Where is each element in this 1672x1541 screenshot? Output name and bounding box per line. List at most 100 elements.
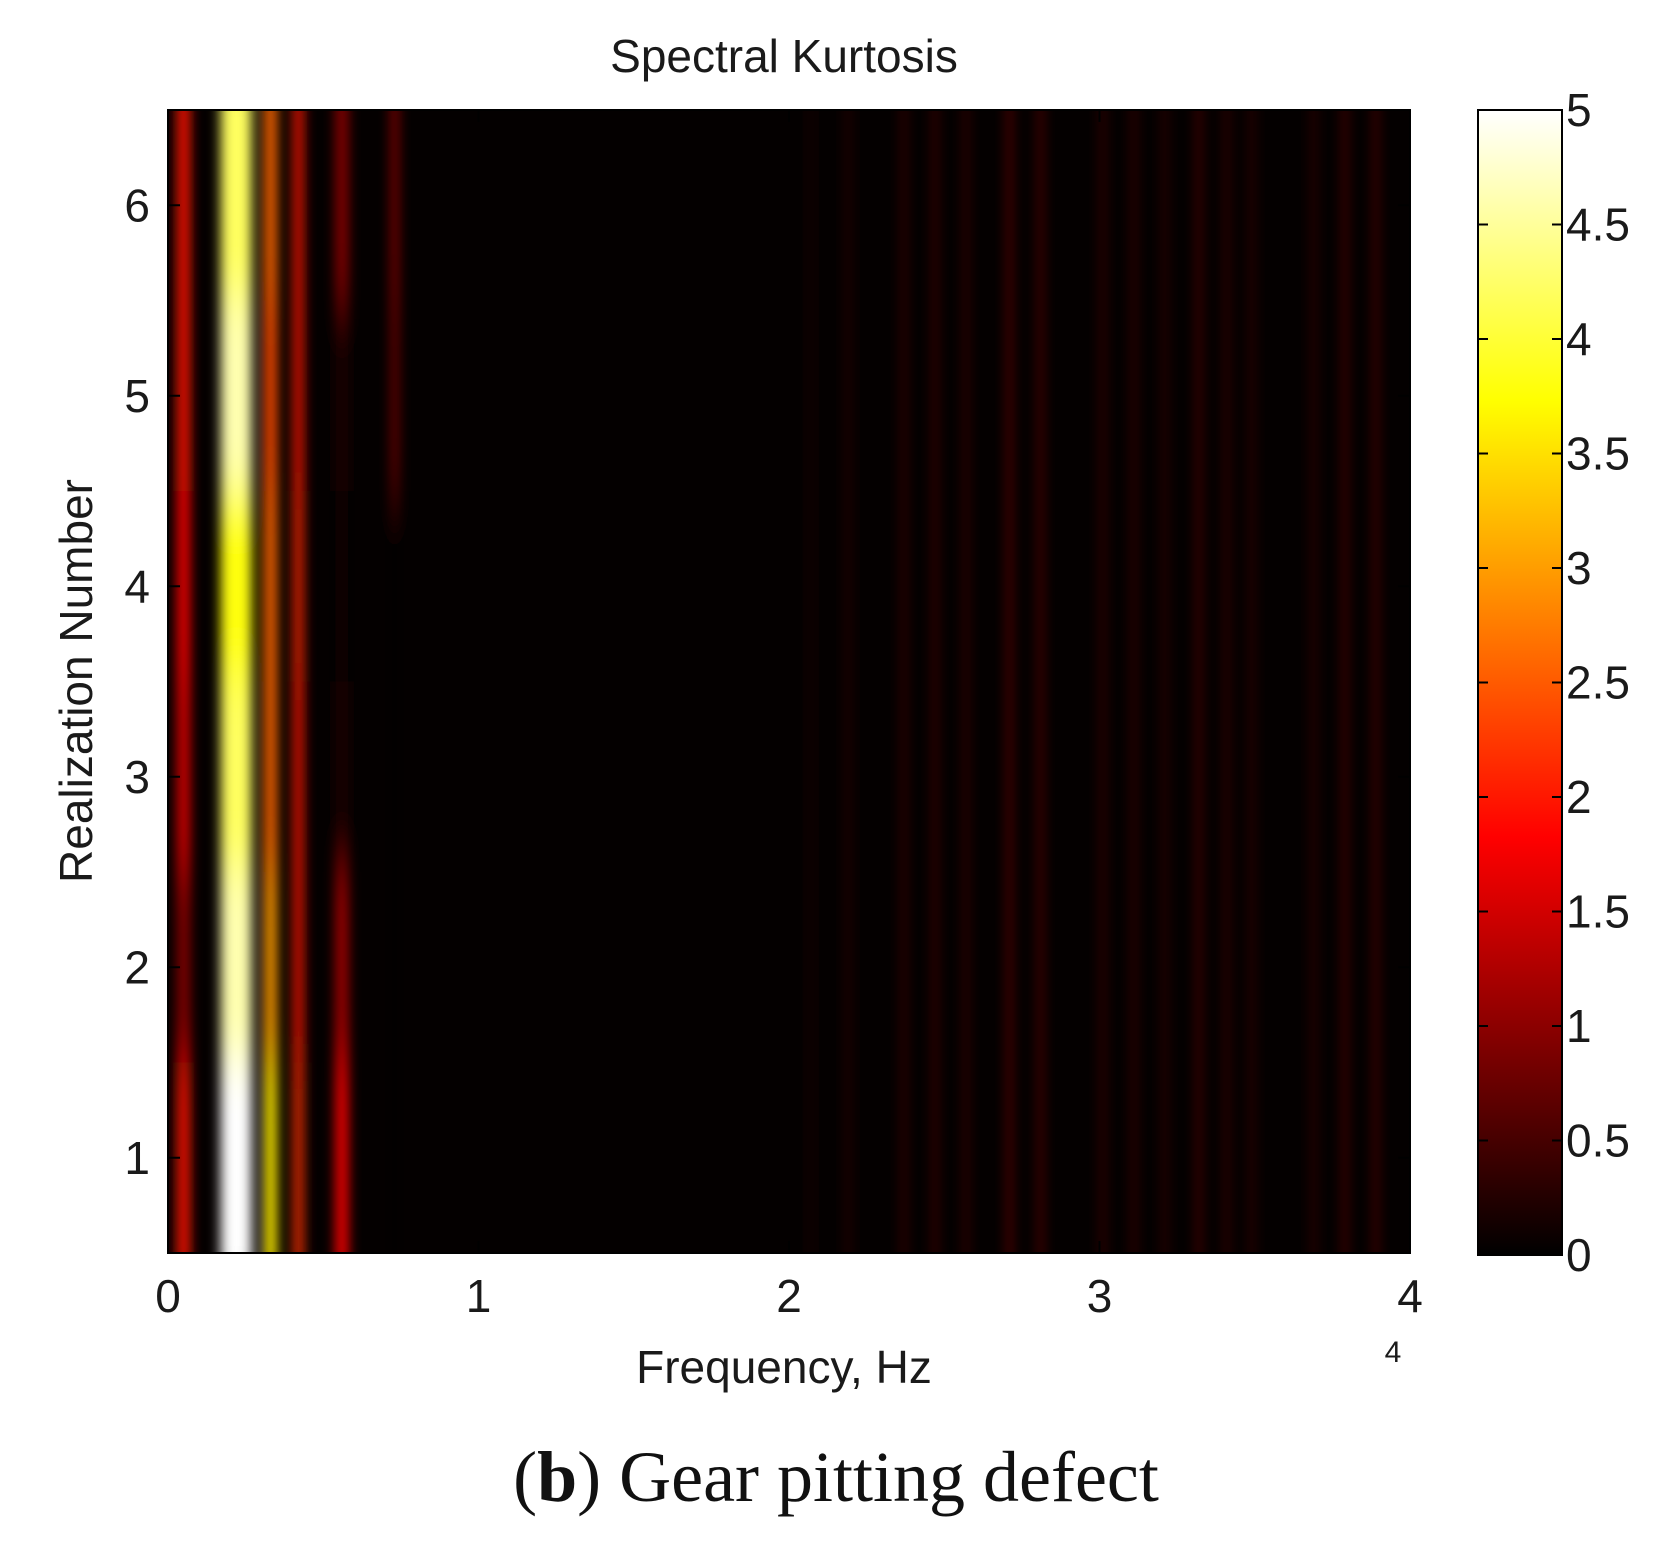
heatmap-cell — [1342, 872, 1347, 1063]
heatmap-cell — [1373, 491, 1378, 682]
y-tick-label: 5 — [124, 370, 150, 422]
heatmap-cell — [1007, 491, 1012, 682]
heatmap-cell — [1250, 872, 1254, 1063]
heatmap-stripe — [177, 110, 190, 1253]
heatmap-cell — [1196, 872, 1201, 1063]
heatmap-cell — [964, 491, 968, 682]
heatmap-stripe — [1250, 110, 1254, 1253]
heatmap-cell — [809, 1062, 813, 1253]
heatmap-cell — [1101, 681, 1105, 872]
heatmap-cell — [391, 300, 398, 491]
heatmap-cell — [809, 300, 813, 491]
heatmap-cell — [220, 1062, 252, 1253]
colorbar-tick-label: 3 — [1566, 542, 1592, 594]
heatmap-cell — [177, 491, 190, 682]
heatmap-cell — [1312, 681, 1316, 872]
heatmap-cell — [902, 872, 906, 1063]
heatmap-cell — [1007, 872, 1012, 1063]
heatmap-cell — [220, 681, 252, 872]
heatmap-cell — [264, 872, 277, 1063]
heatmap-cell — [293, 1062, 304, 1253]
heatmap-cell — [933, 110, 937, 301]
colorbar-tick-label: 5 — [1566, 84, 1592, 136]
caption-text: Gear pitting defect — [619, 1437, 1159, 1517]
heatmap-cell — [1250, 1062, 1254, 1253]
heatmap-cell — [293, 110, 304, 301]
heatmap-stripe — [846, 110, 850, 1253]
x-tick-label: 0 — [155, 1270, 181, 1322]
heatmap-cell — [902, 300, 906, 491]
heatmap-cell — [1373, 110, 1378, 301]
heatmap-cell — [177, 872, 190, 1063]
x-axis: 0 1 2 3 4 — [155, 110, 1423, 1322]
heatmap-cell — [1250, 681, 1254, 872]
heatmap-cell — [809, 110, 813, 301]
heatmap-stripe — [391, 110, 398, 1253]
heatmap-cell — [1196, 1062, 1201, 1253]
heatmap-cell — [1312, 872, 1316, 1063]
heatmap-cell — [1196, 491, 1201, 682]
heatmap-stripe — [933, 110, 937, 1253]
heatmap-cell — [1373, 300, 1378, 491]
heatmap-cell — [1373, 1062, 1378, 1253]
heatmap-cell — [933, 1062, 937, 1253]
heatmap-stripe — [964, 110, 968, 1253]
y-axis: 1 2 3 4 5 6 — [124, 179, 1410, 1184]
heatmap-cell — [1225, 491, 1229, 682]
heatmap-stripe — [335, 110, 349, 1253]
heatmap-cell — [1163, 681, 1167, 872]
heatmap-cell — [1101, 300, 1105, 491]
heatmap-cell — [1163, 110, 1167, 301]
heatmap-cell — [335, 300, 349, 491]
y-tick-label: 1 — [124, 1132, 150, 1184]
heatmap-cell — [1038, 491, 1043, 682]
heatmap-stripe — [1373, 110, 1378, 1253]
heatmap-cell — [902, 681, 906, 872]
colorbar-tick-label: 3.5 — [1566, 428, 1630, 480]
colorbar-ticks: 0 0.5 1 1.5 2 2.5 3 3.5 4 4.5 5 — [1478, 84, 1630, 1281]
heatmap-cell — [335, 1062, 349, 1253]
heatmap-stripe — [1007, 110, 1012, 1253]
heatmap-cell — [177, 300, 190, 491]
heatmap-cell — [1342, 681, 1347, 872]
heatmap-stripe — [264, 110, 277, 1253]
heatmap-cell — [1163, 872, 1167, 1063]
heatmap-cell — [902, 1062, 906, 1253]
heatmap-cell — [1250, 110, 1254, 301]
y-tick-label: 6 — [124, 179, 150, 231]
heatmap-cell — [1132, 491, 1136, 682]
heatmap-cell — [391, 681, 398, 872]
heatmap-cell — [964, 110, 968, 301]
y-tick-label: 3 — [124, 751, 150, 803]
heatmap-cell — [1007, 1062, 1012, 1253]
heatmap-cell — [1225, 300, 1229, 491]
heatmap-cell — [335, 681, 349, 872]
heatmap-cell — [1342, 491, 1347, 682]
heatmap-cell — [902, 491, 906, 682]
heatmap-stripe — [293, 110, 304, 1253]
plot-area — [168, 110, 1410, 1253]
heatmap-cell — [1250, 300, 1254, 491]
heatmap-cell — [1196, 681, 1201, 872]
heatmap-cell — [335, 491, 349, 682]
heatmap-cell — [1163, 491, 1167, 682]
colorbar-tick-label: 4.5 — [1566, 199, 1630, 251]
heatmap-cell — [1312, 491, 1316, 682]
heatmap-cell — [809, 872, 813, 1063]
heatmap-cell — [1132, 1062, 1136, 1253]
heatmap-stripe — [220, 110, 252, 1253]
x-tick-label: 1 — [466, 1270, 492, 1322]
heatmap-cell — [1225, 1062, 1229, 1253]
colorbar-tick-label: 4 — [1566, 313, 1592, 365]
colorbar-tick-label: 1.5 — [1566, 886, 1630, 938]
heatmap-cell — [264, 491, 277, 682]
heatmap-cell — [1038, 110, 1043, 301]
heatmap-cell — [933, 872, 937, 1063]
heatmap-cell — [964, 872, 968, 1063]
heatmap-cell — [933, 491, 937, 682]
colorbar-tick-label: 2.5 — [1566, 657, 1630, 709]
heatmap-stripe — [1196, 110, 1201, 1253]
heatmap-cell — [1132, 872, 1136, 1063]
heatmap-cell — [1007, 300, 1012, 491]
